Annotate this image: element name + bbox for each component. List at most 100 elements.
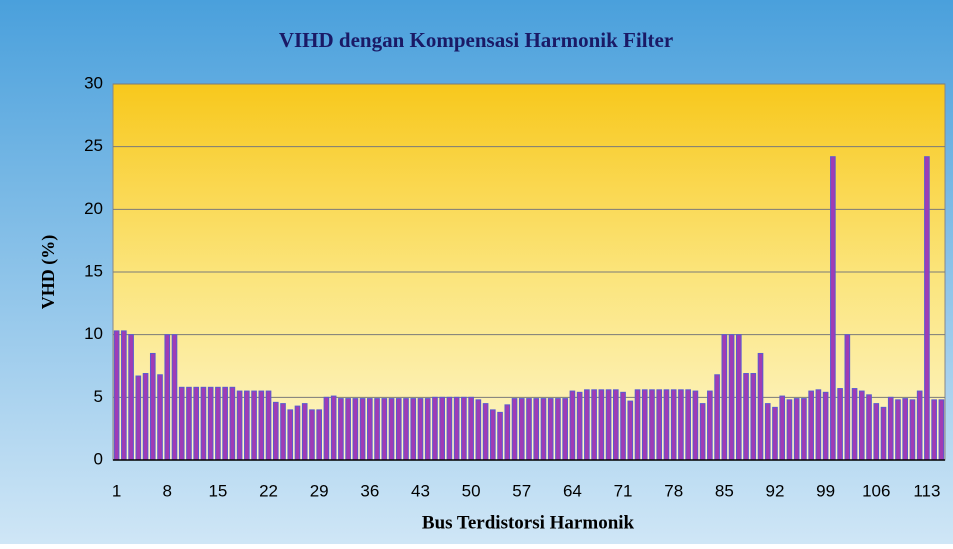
bar xyxy=(772,406,778,461)
bar xyxy=(453,396,460,461)
y-tick-label: 20 xyxy=(84,199,103,218)
bar xyxy=(858,390,865,461)
y-tick-label: 25 xyxy=(84,136,103,155)
bar xyxy=(605,389,612,461)
bar xyxy=(374,398,380,461)
bar xyxy=(403,398,409,461)
bar xyxy=(880,406,887,461)
bar xyxy=(547,398,554,461)
bar xyxy=(215,386,221,461)
bar xyxy=(649,389,655,461)
bar xyxy=(931,399,937,461)
bar xyxy=(873,403,880,461)
bar xyxy=(793,398,800,461)
bar xyxy=(620,391,626,461)
bar xyxy=(938,399,945,461)
bar xyxy=(598,389,605,461)
bar xyxy=(591,389,597,461)
y-tick-label: 15 xyxy=(84,261,103,280)
x-tick-label: 43 xyxy=(411,481,430,500)
bar xyxy=(569,390,576,461)
bar xyxy=(902,398,909,461)
bar xyxy=(641,389,648,461)
bar xyxy=(851,388,858,461)
bar xyxy=(149,352,156,461)
bar xyxy=(475,399,482,461)
bar xyxy=(757,352,764,461)
x-tick-label: 29 xyxy=(310,481,329,500)
bar xyxy=(121,330,127,461)
x-tick-label: 8 xyxy=(163,481,172,500)
y-tick-label: 5 xyxy=(94,387,103,406)
bar xyxy=(446,396,453,461)
bar xyxy=(895,399,901,461)
bar xyxy=(837,388,843,461)
bar xyxy=(533,398,540,461)
bar xyxy=(678,389,684,461)
bar xyxy=(584,389,590,461)
bar xyxy=(497,411,503,461)
bar xyxy=(178,386,185,461)
x-tick-label: 92 xyxy=(766,481,785,500)
bar xyxy=(555,398,561,461)
bar xyxy=(750,373,757,461)
bar xyxy=(294,405,301,461)
bar xyxy=(410,398,417,461)
bar xyxy=(142,373,149,461)
y-tick-label: 0 xyxy=(94,449,103,468)
y-tick-label: 10 xyxy=(84,324,103,343)
bar xyxy=(924,156,930,461)
x-tick-label: 106 xyxy=(862,481,890,500)
bar xyxy=(909,399,916,461)
bar xyxy=(627,400,634,461)
x-tick-label: 36 xyxy=(360,481,379,500)
x-axis-title: Bus Terdistorsi Harmonik xyxy=(422,512,635,533)
bar xyxy=(613,389,619,461)
bar xyxy=(207,386,214,461)
bar xyxy=(265,390,272,461)
bar xyxy=(432,396,438,461)
bar xyxy=(844,334,851,461)
bar xyxy=(786,399,793,461)
bar xyxy=(634,389,641,461)
x-tick-label: 1 xyxy=(112,481,121,500)
x-tick-label: 78 xyxy=(664,481,683,500)
bar xyxy=(468,396,474,461)
bar xyxy=(301,403,308,461)
bar xyxy=(656,389,663,461)
bar xyxy=(135,375,142,461)
bar xyxy=(128,334,134,461)
x-tick-label: 57 xyxy=(512,481,531,500)
bar xyxy=(822,391,829,461)
bar xyxy=(482,403,489,461)
bar xyxy=(490,409,496,461)
bar xyxy=(309,409,315,461)
chart-title: VIHD dengan Kompensasi Harmonik Filter xyxy=(279,28,673,52)
bar xyxy=(338,398,344,461)
bar xyxy=(417,398,424,461)
bar xyxy=(685,389,691,461)
x-tick-label: 85 xyxy=(715,481,734,500)
bar xyxy=(518,398,525,461)
y-axis-title: VHD (%) xyxy=(38,235,59,310)
bar xyxy=(352,398,359,461)
y-tick-label: 30 xyxy=(84,73,103,92)
bar xyxy=(258,390,265,461)
x-tick-label: 50 xyxy=(462,481,481,500)
bar xyxy=(916,390,923,461)
bar xyxy=(526,398,532,461)
bar xyxy=(728,334,735,461)
bar xyxy=(815,389,822,461)
bar xyxy=(461,396,467,461)
bar xyxy=(345,398,351,461)
bar xyxy=(887,396,894,461)
bar xyxy=(272,401,279,461)
bar xyxy=(193,386,200,461)
bar xyxy=(229,386,236,461)
bar xyxy=(801,398,807,461)
bar xyxy=(157,374,163,461)
bar xyxy=(244,390,250,461)
bar xyxy=(287,409,294,461)
x-tick-label: 64 xyxy=(563,481,582,500)
